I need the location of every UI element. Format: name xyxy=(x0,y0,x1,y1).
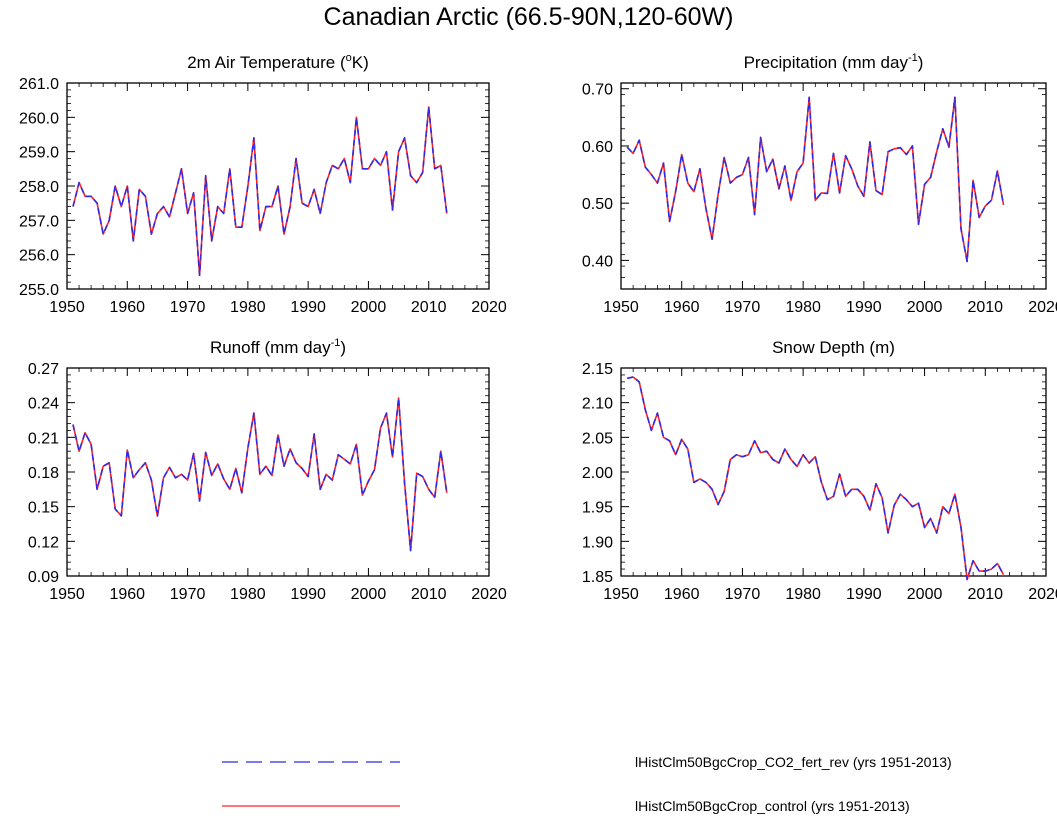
legend-line-solid xyxy=(222,805,400,807)
y-tick-label: 2.10 xyxy=(582,396,613,413)
y-tick-label: 0.18 xyxy=(28,465,59,482)
x-tick-label: 1990 xyxy=(846,299,882,316)
series-line-control-precipitation xyxy=(626,96,1005,263)
y-tick-label: 258.0 xyxy=(19,179,59,196)
legend-entry-co2-fert-rev: lHistClm50BgcCrop_CO2_fert_rev (yrs 1951… xyxy=(222,752,952,772)
plot-frame-precipitation xyxy=(620,82,1047,290)
x-tick-label: 2010 xyxy=(411,586,447,603)
x-tick-label: 1960 xyxy=(664,299,700,316)
y-tick-label: 0.60 xyxy=(582,139,613,156)
y-tick-label: 2.05 xyxy=(582,430,613,447)
y-tick-label: 261.0 xyxy=(19,76,59,93)
series-line-co2-fert-rev-air-temperature xyxy=(72,106,448,277)
y-tick-label: 0.27 xyxy=(28,361,59,378)
x-tick-label: 2000 xyxy=(351,586,387,603)
chart-precipitation: Precipitation (mm day-1) 1950 1960 1970 1980… xyxy=(582,52,1057,316)
x-tick-label: 2010 xyxy=(967,299,1003,316)
x-tick-label: 2020 xyxy=(471,299,507,316)
y-tick-label: 0.09 xyxy=(28,569,59,586)
series-line-co2-fert-rev-snow-depth xyxy=(626,376,1005,581)
y-tick-label: 255.0 xyxy=(19,282,59,299)
legend-entry-control: lHistClm50BgcCrop_control (yrs 1951-2013… xyxy=(222,796,910,816)
series-line-control-runoff xyxy=(72,397,448,552)
x-tick-label: 2020 xyxy=(1028,586,1057,603)
y-tick-label: 0.40 xyxy=(582,253,613,270)
y-tick-label: 0.24 xyxy=(28,396,59,413)
y-tick-label: 0.70 xyxy=(582,82,613,99)
x-tick-label: 1980 xyxy=(230,586,266,603)
plot-frame-snow-depth xyxy=(620,367,1047,577)
y-tick-label: 257.0 xyxy=(19,213,59,230)
x-tick-label: 1970 xyxy=(170,299,206,316)
y-tick-label: 0.15 xyxy=(28,500,59,517)
series-line-co2-fert-rev-precipitation xyxy=(626,96,1005,263)
x-tick-label: 2000 xyxy=(907,586,943,603)
y-tick-label: 0.12 xyxy=(28,534,59,551)
x-tick-label: 2010 xyxy=(967,586,1003,603)
y-tick-label: 1.85 xyxy=(582,569,613,586)
x-tick-label: 1960 xyxy=(109,586,145,603)
x-tick-label: 1990 xyxy=(846,586,882,603)
legend-label-control: lHistClm50BgcCrop_control (yrs 1951-2013… xyxy=(635,798,910,814)
x-tick-label: 1980 xyxy=(785,299,821,316)
y-tick-label: 256.0 xyxy=(19,248,59,265)
y-tick-label: 1.90 xyxy=(582,534,613,551)
x-tick-label: 1970 xyxy=(725,299,761,316)
chart-air-temperature: 2m Air Temperature (oK) 1950 1960 1970 1980 1… xyxy=(19,52,507,316)
chart-title-snow-depth: Snow Depth (m) xyxy=(772,338,895,357)
x-tick-label: 1950 xyxy=(49,586,85,603)
x-tick-label: 1990 xyxy=(290,299,326,316)
chart-snow-depth: Snow Depth (m) 1950 1960 1970 1980 1990 2000 20… xyxy=(582,338,1057,603)
x-tick-label: 1970 xyxy=(170,586,206,603)
x-tick-label: 1970 xyxy=(725,586,761,603)
x-tick-label: 1950 xyxy=(603,299,639,316)
x-tick-label: 1990 xyxy=(290,586,326,603)
x-tick-label: 1980 xyxy=(230,299,266,316)
y-tick-label: 2.00 xyxy=(582,465,613,482)
x-tick-label: 2010 xyxy=(411,299,447,316)
chart-title-precipitation: Precipitation (mm day-1) xyxy=(744,52,924,72)
chart-runoff: Runoff (mm day-1) 1950 1960 1970 1980 1990 200… xyxy=(28,337,507,603)
x-tick-label: 1980 xyxy=(785,586,821,603)
chart-title-runoff: Runoff (mm day-1) xyxy=(210,337,346,357)
legend-label-co2-fert-rev: lHistClm50BgcCrop_CO2_fert_rev (yrs 1951… xyxy=(635,754,952,770)
x-tick-label: 1960 xyxy=(664,586,700,603)
x-tick-label: 2020 xyxy=(1028,299,1057,316)
x-tick-label: 2000 xyxy=(351,299,387,316)
y-tick-label: 2.15 xyxy=(582,361,613,378)
chart-title-air-temperature: 2m Air Temperature (oK) xyxy=(187,52,369,72)
x-tick-label: 2020 xyxy=(471,586,507,603)
legend-line-dashed xyxy=(222,761,400,763)
plot-frame-runoff xyxy=(66,367,490,577)
x-tick-label: 2000 xyxy=(907,299,943,316)
x-tick-label: 1950 xyxy=(49,299,85,316)
y-tick-label: 259.0 xyxy=(19,145,59,162)
y-tick-label: 0.50 xyxy=(582,196,613,213)
x-tick-label: 1950 xyxy=(603,586,639,603)
x-tick-label: 1960 xyxy=(109,299,145,316)
series-line-control-snow-depth xyxy=(626,376,1005,581)
y-tick-label: 1.95 xyxy=(582,500,613,517)
figure-title: Canadian Arctic (66.5-90N,120-60W) xyxy=(323,3,734,31)
y-tick-label: 260.0 xyxy=(19,110,59,127)
y-tick-label: 0.21 xyxy=(28,430,59,447)
